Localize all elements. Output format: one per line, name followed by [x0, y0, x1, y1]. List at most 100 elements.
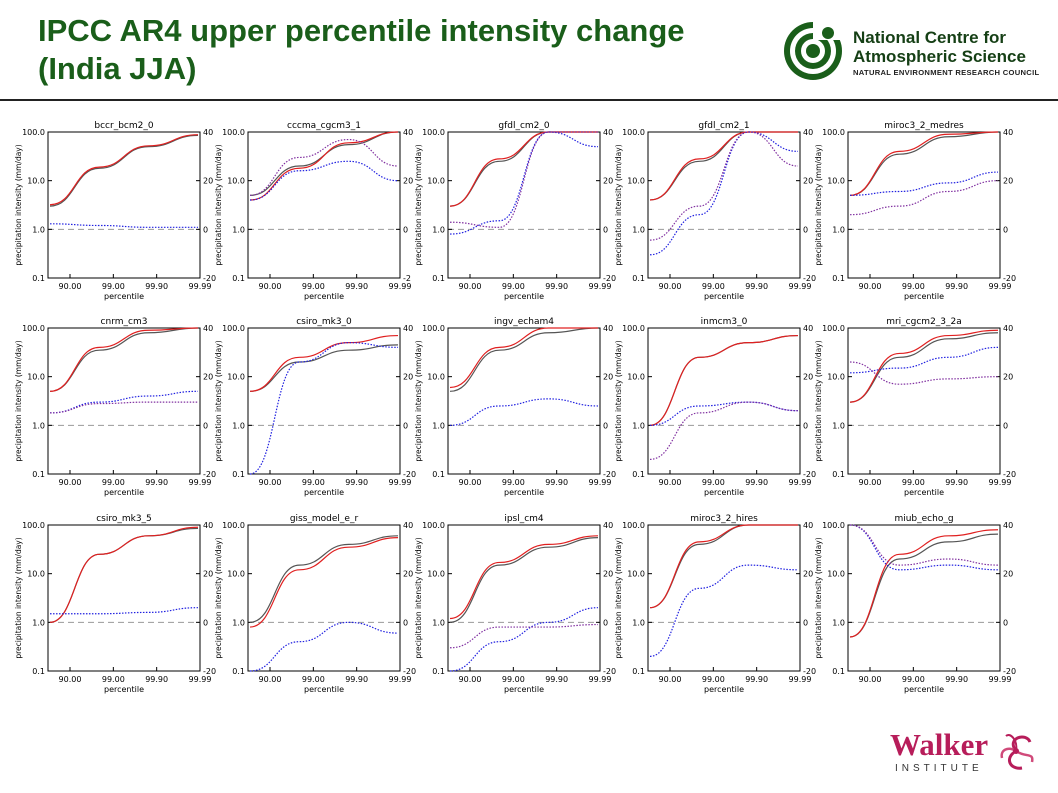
y-left-tick-label: 0.1: [632, 470, 645, 479]
panel-title: gfdl_cm2_1: [698, 121, 749, 131]
x-tick-label: 99.90: [545, 675, 568, 684]
x-tick-label: 90.00: [859, 478, 882, 487]
ncas-subtitle: NATURAL ENVIRONMENT RESEARCH COUNCIL: [853, 68, 1040, 77]
x-axis-label: percentile: [104, 685, 144, 694]
y-left-tick-label: 100.0: [622, 128, 645, 137]
x-axis-label: percentile: [904, 292, 944, 301]
y-left-tick-label: 0.1: [632, 274, 645, 283]
x-tick-label: 99.99: [189, 675, 212, 684]
y-right-tick-label: -20: [203, 470, 216, 479]
y-left-tick-label: 1.0: [32, 421, 45, 430]
y-left-tick-label: 10.0: [27, 570, 45, 579]
x-tick-label: 99.90: [145, 282, 168, 291]
x-tick-label: 99.90: [345, 478, 368, 487]
x-tick-label: 99.99: [789, 478, 812, 487]
series-line: [649, 334, 799, 426]
y-left-tick-label: 10.0: [827, 373, 845, 382]
x-tick-label: 99.00: [702, 282, 725, 291]
y-right-tick-label: 0: [603, 225, 608, 234]
x-tick-label: 99.00: [902, 478, 925, 487]
y-left-tick-label: 0.1: [832, 470, 845, 479]
y-right-tick-label: -20: [1003, 274, 1016, 283]
y-right-tick-label: -20: [403, 470, 416, 479]
y-left-tick-label: 100.0: [822, 521, 845, 530]
y-right-tick-label: 20: [1003, 570, 1013, 579]
y-left-tick-label: 0.1: [432, 667, 445, 676]
panel-title: ingv_echam4: [494, 317, 554, 327]
y-left-tick-label: 1.0: [432, 225, 445, 234]
x-tick-label: 99.90: [945, 282, 968, 291]
x-tick-label: 90.00: [659, 282, 682, 291]
plot-frame: [847, 131, 1001, 279]
y-left-tick-label: 0.1: [832, 667, 845, 676]
x-tick-label: 99.99: [989, 675, 1012, 684]
plot-frame: [247, 131, 401, 279]
x-tick-label: 99.99: [189, 478, 212, 487]
x-tick-label: 99.00: [502, 478, 525, 487]
x-tick-label: 99.99: [589, 282, 612, 291]
series-line: [849, 361, 999, 385]
series-line: [649, 334, 799, 426]
y-axis-label: precipitation intensity (mm/day): [214, 340, 223, 461]
plot-frame: [647, 524, 801, 672]
y-right-tick-label: 40: [203, 128, 213, 137]
panel-title: ipsl_cm4: [504, 514, 544, 524]
y-axis-label: precipitation intensity (mm/day): [414, 340, 423, 461]
y-left-tick-label: 100.0: [422, 128, 445, 137]
series-line: [49, 401, 198, 414]
series-line: [449, 131, 598, 207]
y-left-tick-label: 0.1: [432, 470, 445, 479]
y-right-tick-label: -20: [803, 274, 816, 283]
series-line: [49, 134, 199, 207]
panel-miub_echo_g: miub_echo_g 0.1 1.0 10.0 100.0 -20 0 20 40 90.00 9…: [814, 514, 1016, 694]
y-left-tick-label: 10.0: [227, 373, 245, 382]
series-line: [49, 134, 199, 206]
y-left-tick-label: 1.0: [632, 225, 645, 234]
y-right-tick-label: 20: [1003, 177, 1013, 186]
x-axis-label: percentile: [504, 685, 544, 694]
y-left-tick-label: 0.1: [32, 470, 45, 479]
y-left-tick-label: 10.0: [627, 177, 645, 186]
walker-swirl-icon: [1000, 734, 1034, 770]
x-tick-label: 99.00: [702, 675, 725, 684]
y-right-tick-label: 20: [403, 570, 413, 579]
y-right-tick-label: -20: [603, 274, 616, 283]
series-line: [249, 344, 399, 392]
series-line: [49, 527, 199, 623]
series-line: [849, 346, 999, 374]
y-left-tick-label: 0.1: [232, 470, 245, 479]
y-axis-label: precipitation intensity (mm/day): [814, 340, 823, 461]
x-axis-label: percentile: [304, 488, 344, 497]
x-tick-label: 99.99: [389, 478, 412, 487]
plot-frame: [247, 524, 401, 672]
y-left-tick-label: 1.0: [432, 618, 445, 627]
y-left-tick-label: 100.0: [822, 128, 845, 137]
x-tick-label: 99.00: [302, 478, 325, 487]
y-left-tick-label: 10.0: [627, 373, 645, 382]
y-left-tick-label: 1.0: [632, 618, 645, 627]
series-line: [249, 621, 399, 672]
panel-title: miroc3_2_hires: [690, 514, 758, 524]
y-left-tick-label: 10.0: [227, 570, 245, 579]
panel-title: csiro_mk3_5: [96, 514, 152, 524]
series-line: [649, 131, 798, 201]
x-tick-label: 99.90: [145, 675, 168, 684]
y-left-tick-label: 100.0: [222, 324, 245, 333]
x-tick-label: 90.00: [59, 478, 82, 487]
y-right-tick-label: -20: [803, 470, 816, 479]
series-line: [849, 329, 999, 403]
series-line: [849, 332, 999, 403]
x-tick-label: 99.90: [545, 478, 568, 487]
series-line: [249, 342, 399, 475]
series-line: [849, 131, 999, 196]
x-tick-label: 90.00: [59, 282, 82, 291]
panel-cccma_cgcm3_1: cccma_cgcm3_1 0.1 1.0 10.0 100.0 -2 0 20 40 90.00…: [214, 121, 413, 301]
x-axis-label: percentile: [504, 292, 544, 301]
y-left-tick-label: 1.0: [32, 618, 45, 627]
panel-title: csiro_mk3_0: [296, 317, 352, 327]
y-right-tick-label: 20: [203, 373, 213, 382]
y-right-tick-label: -20: [1003, 667, 1016, 676]
panel-ingv_echam4: ingv_echam4 0.1 1.0 10.0 100.0 -20 0 20 40 90.00 9…: [414, 317, 616, 497]
y-left-tick-label: 0.1: [432, 274, 445, 283]
y-left-tick-label: 1.0: [432, 421, 445, 430]
